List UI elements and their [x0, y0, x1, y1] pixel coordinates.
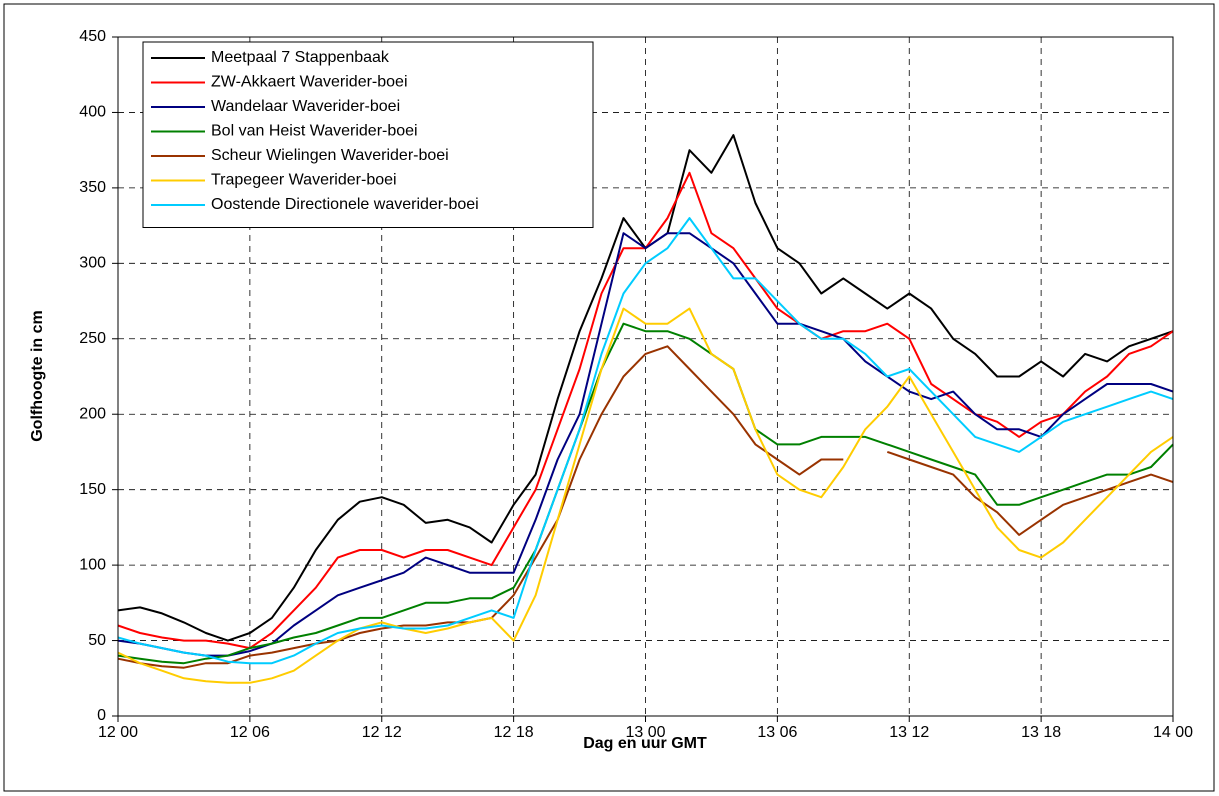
- y-tick-label: 150: [79, 481, 106, 498]
- legend-label: Meetpaal 7 Stappenbaak: [211, 49, 390, 66]
- x-tick-label: 14 00: [1153, 724, 1193, 741]
- x-tick-label: 13 12: [889, 724, 929, 741]
- y-tick-label: 400: [79, 104, 106, 121]
- y-tick-label: 250: [79, 330, 106, 347]
- y-tick-label: 450: [79, 28, 106, 45]
- series-line: [117, 307, 1174, 684]
- y-tick-label: 100: [79, 556, 106, 573]
- y-tick-label: 350: [79, 179, 106, 196]
- series-line: [117, 322, 1174, 665]
- x-tick-label: 12 18: [494, 724, 534, 741]
- legend-label: Bol van Heist Waverider-boei: [211, 123, 418, 140]
- x-tick-label: 12 06: [230, 724, 270, 741]
- legend-label: Trapegeer Waverider-boei: [211, 172, 397, 189]
- y-tick-label: 0: [97, 707, 106, 724]
- x-tick-label: 13 00: [625, 724, 665, 741]
- x-tick-label: 12 00: [98, 724, 138, 741]
- legend-label: Scheur Wielingen Waverider-boei: [211, 147, 449, 164]
- x-tick-label: 12 12: [362, 724, 402, 741]
- y-axis-label: Golfhoogte in cm: [29, 310, 46, 442]
- series-line: [117, 232, 1174, 657]
- series-line: [117, 217, 1174, 665]
- legend-label: ZW-Akkaert Waverider-boei: [211, 74, 408, 91]
- x-tick-label: 13 06: [757, 724, 797, 741]
- y-tick-label: 50: [88, 632, 106, 649]
- x-tick-label: 13 18: [1021, 724, 1061, 741]
- y-tick-label: 200: [79, 405, 106, 422]
- plot-border: [117, 36, 1174, 717]
- legend-box: [142, 41, 594, 228]
- legend-label: Wandelaar Waverider-boei: [211, 98, 400, 115]
- legend-label: Oostende Directionele waverider-boei: [211, 196, 479, 213]
- x-axis-label: Dag en uur GMT: [583, 735, 707, 752]
- y-tick-label: 300: [79, 255, 106, 272]
